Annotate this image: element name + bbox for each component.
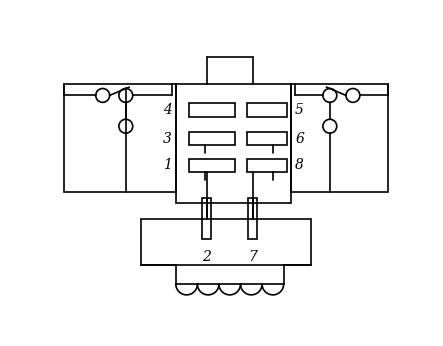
Text: 6: 6 <box>295 131 304 146</box>
Bar <box>64 84 176 192</box>
Bar <box>248 198 257 239</box>
Text: 2: 2 <box>202 250 211 264</box>
Text: 1: 1 <box>163 158 172 173</box>
Bar <box>189 158 235 172</box>
Bar <box>202 198 211 239</box>
Bar <box>247 131 288 145</box>
Bar <box>176 84 291 203</box>
Text: 5: 5 <box>295 103 304 117</box>
Bar <box>189 131 235 145</box>
Bar <box>291 84 388 192</box>
Bar <box>189 103 235 117</box>
Bar <box>247 158 288 172</box>
Text: 4: 4 <box>163 103 172 117</box>
Bar <box>247 103 288 117</box>
Text: 7: 7 <box>249 250 257 264</box>
Text: 8: 8 <box>295 158 304 173</box>
Text: 3: 3 <box>163 131 172 146</box>
Bar <box>141 219 311 265</box>
